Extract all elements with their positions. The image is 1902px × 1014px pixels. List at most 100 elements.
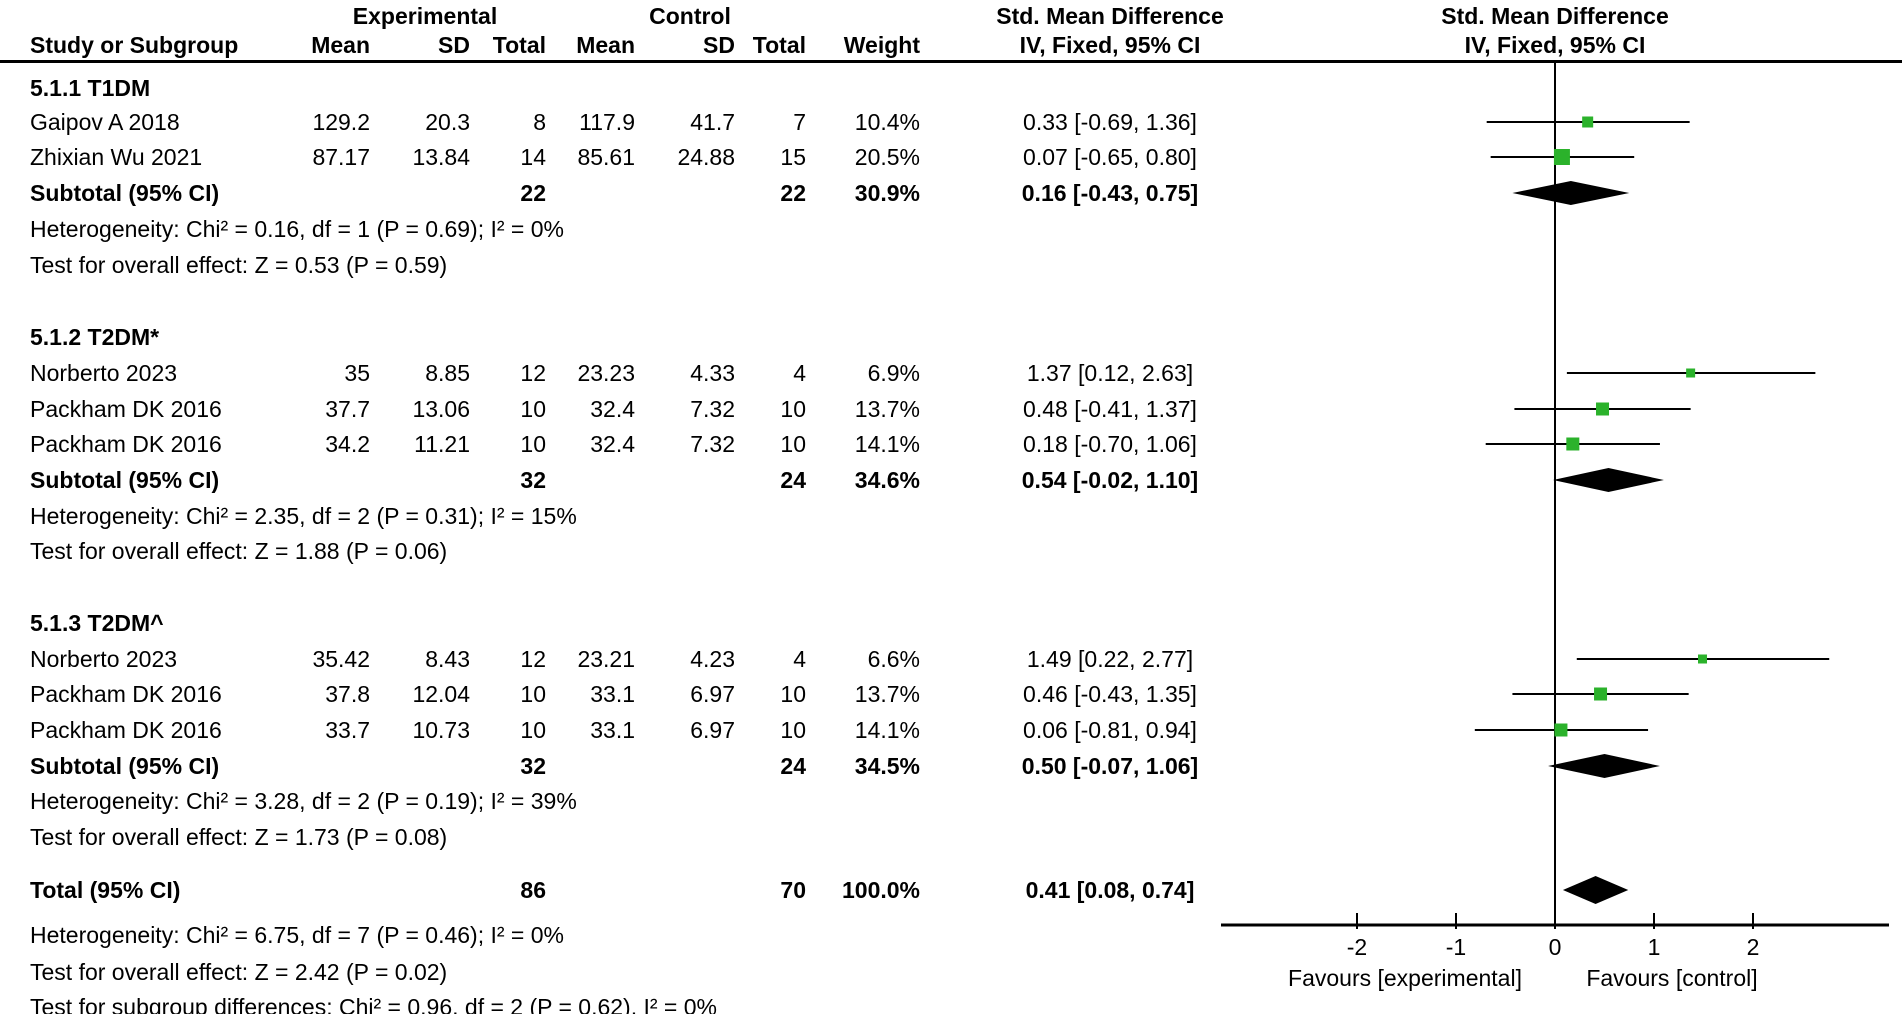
weight: 30.9% [854, 180, 920, 206]
sd-ctl: 41.7 [690, 109, 735, 135]
total-exp: 10 [520, 681, 546, 707]
sd-exp: 11.21 [414, 431, 470, 457]
mean-exp: 129.2 [312, 109, 370, 135]
total-ctl: 22 [780, 180, 806, 206]
weight: 34.6% [854, 467, 920, 493]
total-exp: 32 [520, 467, 546, 493]
ci-text: 0.41 [0.08, 0.74] [1025, 877, 1195, 903]
ci-text: 0.46 [-0.43, 1.35] [1023, 681, 1197, 707]
axis-tick-label: 0 [1549, 934, 1562, 960]
overall-effect-line: Test for overall effect: Z = 1.73 (P = 0… [30, 824, 448, 850]
heterogeneity-line: Heterogeneity: Chi² = 2.35, df = 2 (P = … [30, 503, 577, 529]
total-exp: 8 [533, 109, 546, 135]
total-ctl: 10 [780, 681, 806, 707]
mean-ctl: 117.9 [579, 109, 635, 135]
study-row: Zhixian Wu 2021 87.17 13.84 14 85.61 24.… [0, 139, 1902, 175]
total-exp: 10 [520, 431, 546, 457]
sd-ctl: 7.32 [690, 396, 735, 422]
effect-marker [1698, 654, 1708, 664]
total-ctl-header: Total [752, 32, 806, 58]
smd-column-header: Std. Mean Difference [996, 3, 1224, 29]
subgroup-title: 5.1.2 T2DM* [30, 324, 160, 350]
subtotal-label: Subtotal (95% CI) [30, 467, 220, 493]
subtotal-row: Subtotal (95% CI) 32 24 34.6% 0.54 [-0.0… [0, 462, 1902, 498]
mean-exp: 35.42 [312, 646, 370, 672]
weight: 6.6% [867, 646, 920, 672]
weight: 20.5% [854, 144, 920, 170]
weight: 34.5% [854, 753, 920, 779]
subtotal-row: Subtotal (95% CI) 32 24 34.5% 0.50 [-0.0… [0, 748, 1902, 784]
study-name: Packham DK 2016 [30, 717, 222, 743]
mean-exp-header: Mean [311, 32, 370, 58]
study-name: Gaipov A 2018 [30, 109, 180, 135]
ci-text: 1.37 [0.12, 2.63] [1026, 360, 1194, 386]
mean-ctl: 23.21 [577, 646, 635, 672]
total-ctl: 10 [780, 396, 806, 422]
sd-exp-header: SD [438, 32, 470, 58]
axis-tick-label: 2 [1747, 934, 1760, 960]
total-ctl: 4 [793, 360, 806, 386]
study-row: Packham DK 2016 37.7 13.06 10 32.4 7.32 … [0, 391, 1902, 427]
total-exp: 12 [520, 360, 546, 386]
weight: 100.0% [841, 877, 920, 903]
ci-text: 0.33 [-0.69, 1.36] [1023, 109, 1197, 135]
axis-tick-label: 1 [1648, 934, 1661, 960]
total-ctl: 70 [780, 877, 806, 903]
experimental-group-header: Experimental [352, 3, 498, 29]
study-name: Packham DK 2016 [30, 431, 222, 457]
sd-exp: 12.04 [412, 681, 470, 707]
study-row: Norberto 2023 35 8.85 12 23.23 4.33 4 6.… [0, 355, 1902, 391]
ci-text: 0.54 [-0.02, 1.10] [1021, 467, 1199, 493]
total-label: Total (95% CI) [30, 877, 181, 903]
ci-text: 0.06 [-0.81, 0.94] [1023, 717, 1197, 743]
weight-header: Weight [843, 32, 920, 58]
mean-ctl: 23.23 [577, 360, 635, 386]
subtotal-diamond [1548, 754, 1660, 778]
weight: 14.1% [854, 431, 920, 457]
weight: 13.7% [854, 396, 920, 422]
study-name: Packham DK 2016 [30, 396, 222, 422]
favours-experimental-label: Favours [experimental] [1288, 965, 1522, 991]
ci-text: 0.18 [-0.70, 1.06] [1023, 431, 1197, 457]
sd-ctl-header: SD [703, 32, 735, 58]
sd-ctl: 4.33 [690, 360, 735, 386]
sd-exp: 8.85 [425, 360, 470, 386]
subgroup-title: 5.1.3 T2DM^ [30, 610, 164, 636]
overall-effect-line: Test for overall effect: Z = 0.53 (P = 0… [30, 252, 448, 278]
mean-exp: 87.17 [312, 144, 370, 170]
subtotal-row: Subtotal (95% CI) 22 22 30.9% 0.16 [-0.4… [0, 175, 1902, 211]
ci-text: 0.48 [-0.41, 1.37] [1023, 396, 1197, 422]
method-column-header: IV, Fixed, 95% CI [1019, 32, 1201, 58]
subgroup-title: 5.1.1 T1DM [30, 75, 151, 101]
study-name: Zhixian Wu 2021 [30, 144, 203, 170]
sd-ctl: 24.88 [677, 144, 735, 170]
mean-exp: 37.8 [325, 681, 370, 707]
heterogeneity-line: Heterogeneity: Chi² = 6.75, df = 7 (P = … [30, 922, 564, 948]
total-diamond [1562, 876, 1629, 904]
total-exp: 10 [520, 396, 546, 422]
sd-exp: 13.06 [412, 396, 470, 422]
weight: 14.1% [854, 717, 920, 743]
total-ctl: 10 [780, 717, 806, 743]
study-row: Packham DK 2016 33.7 10.73 10 33.1 6.97 … [0, 712, 1902, 748]
total-exp: 22 [520, 180, 546, 206]
effect-marker [1566, 437, 1580, 451]
study-column-header: Study or Subgroup [30, 32, 239, 58]
ci-text: 0.50 [-0.07, 1.06] [1021, 753, 1199, 779]
effect-marker [1554, 723, 1568, 737]
axis-tick-label: -2 [1347, 934, 1367, 960]
subtotal-diamond [1512, 181, 1630, 205]
total-ctl: 7 [793, 109, 806, 135]
total-ctl: 24 [780, 753, 806, 779]
study-row: Packham DK 2016 34.2 11.21 10 32.4 7.32 … [0, 426, 1902, 462]
mean-exp: 37.7 [325, 396, 370, 422]
total-exp: 12 [520, 646, 546, 672]
effect-marker [1582, 116, 1594, 128]
sd-ctl: 6.97 [690, 681, 735, 707]
control-group-header: Control [649, 3, 731, 29]
total-exp: 32 [520, 753, 546, 779]
overall-effect-line: Test for overall effect: Z = 2.42 (P = 0… [30, 959, 448, 985]
total-ctl: 15 [780, 144, 806, 170]
